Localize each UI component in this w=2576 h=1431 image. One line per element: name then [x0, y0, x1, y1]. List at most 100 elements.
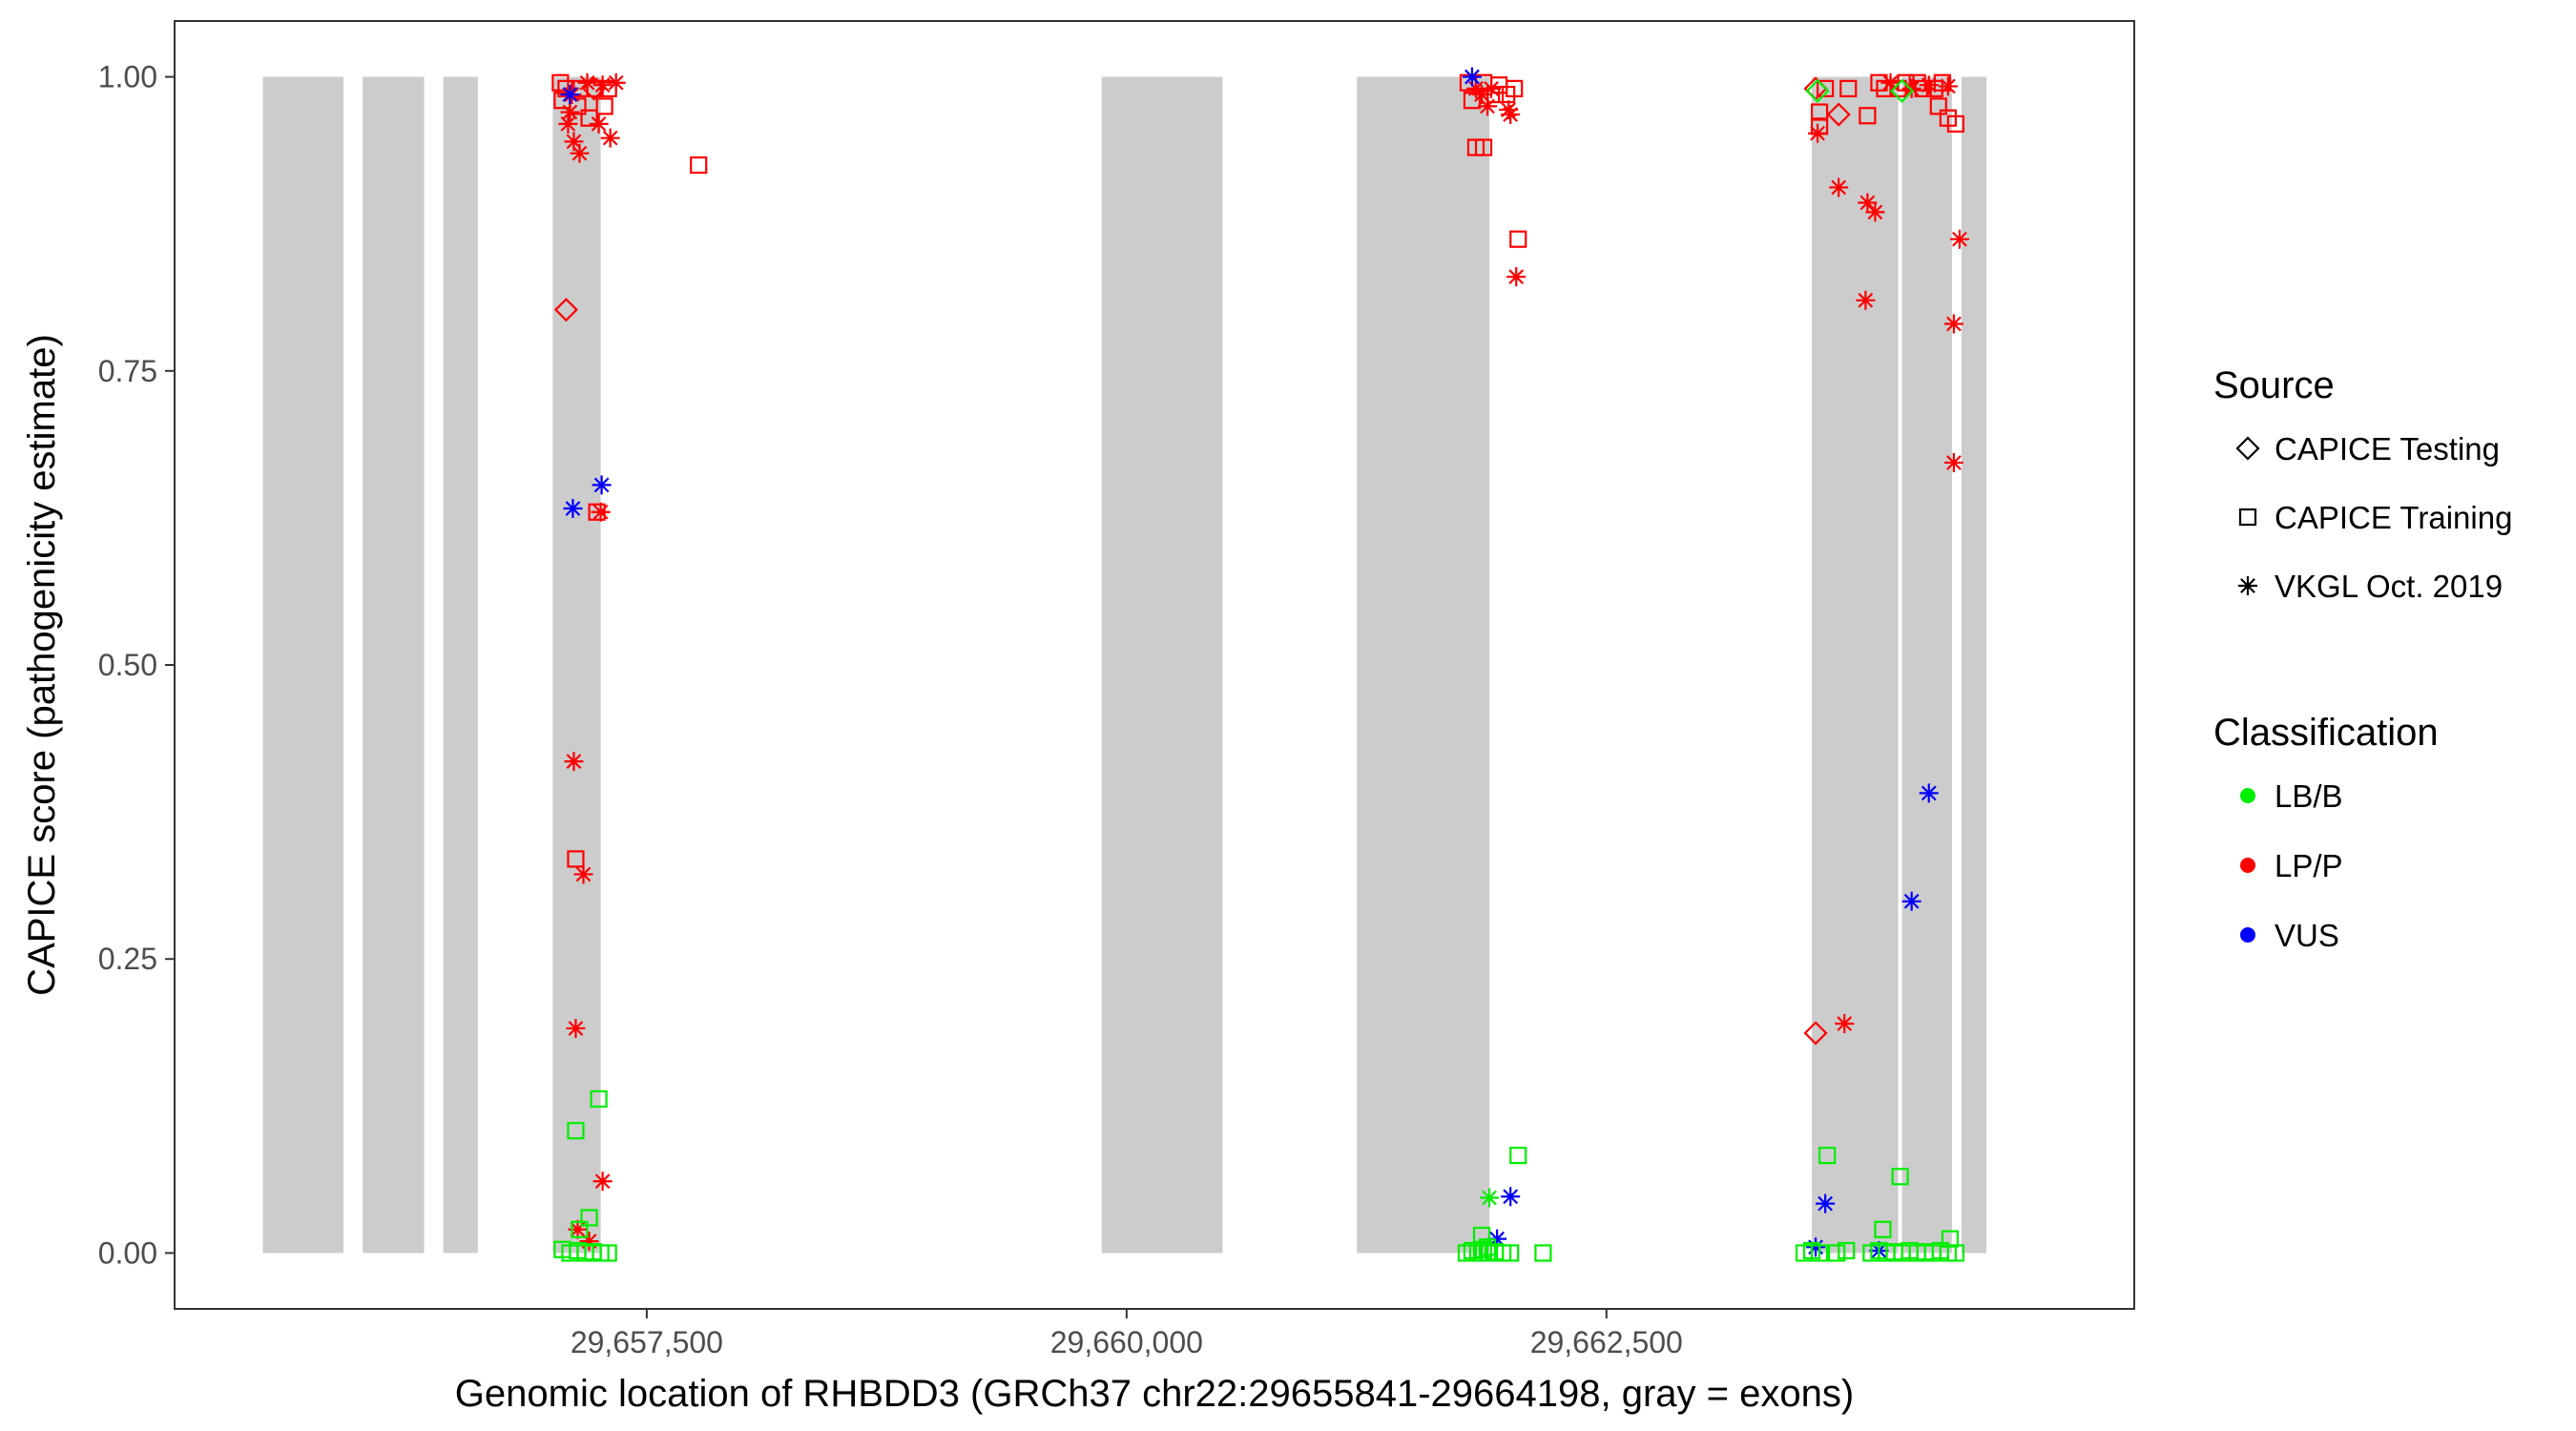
data-point	[1901, 891, 1922, 911]
data-point	[1462, 67, 1482, 87]
legend-title-source: Source	[2213, 364, 2335, 406]
x-axis-title: Genomic location of RHBDD3 (GRCh37 chr22…	[455, 1373, 1854, 1415]
data-point	[589, 114, 609, 134]
data-point	[592, 75, 613, 95]
data-point	[557, 79, 575, 97]
data-point	[563, 499, 583, 519]
data-point	[690, 156, 708, 175]
data-point	[1828, 1244, 1846, 1262]
data-point	[1506, 79, 1524, 97]
legend-key-diamond	[2235, 436, 2260, 461]
data-point	[1534, 1244, 1552, 1262]
legend-label: LP/P	[2275, 848, 2343, 883]
exon-band	[1812, 76, 1899, 1254]
data-point	[1943, 452, 1963, 472]
data-point	[1891, 1168, 1909, 1186]
data-point	[1474, 138, 1493, 156]
data-point	[1835, 1014, 1855, 1034]
data-point	[1826, 102, 1851, 127]
exon-band	[443, 76, 478, 1254]
data-point	[1946, 114, 1965, 133]
data-point	[1897, 73, 1915, 92]
data-points	[551, 67, 1969, 1262]
data-point	[564, 752, 584, 772]
data-point	[1914, 79, 1932, 97]
data-point	[1874, 1220, 1892, 1238]
legend-key-square	[2238, 508, 2257, 527]
data-point	[1506, 267, 1527, 287]
y-axis-title: CAPICE score (pathogenicity estimate)	[21, 334, 63, 996]
data-point	[1839, 79, 1858, 97]
data-point	[1919, 783, 1939, 803]
data-point	[1938, 76, 1958, 96]
data-point	[560, 85, 580, 105]
y-tick-label: 1.00	[98, 60, 157, 94]
data-point	[1818, 1147, 1837, 1165]
data-point	[569, 97, 587, 115]
data-point	[1501, 105, 1521, 125]
data-point	[1509, 230, 1527, 248]
exon-band	[1901, 76, 1952, 1254]
data-point	[1858, 193, 1878, 213]
data-point	[1472, 1226, 1491, 1245]
data-point	[1838, 1241, 1856, 1260]
legend-key-dot	[2240, 927, 2255, 943]
data-point	[1933, 73, 1951, 92]
data-point	[1463, 92, 1482, 110]
data-point	[1502, 1244, 1520, 1262]
data-point	[567, 1122, 585, 1140]
data-point	[1946, 1244, 1965, 1262]
y-tick-label: 0.00	[98, 1235, 157, 1270]
data-point	[591, 502, 611, 522]
legend-key-asterisk	[2238, 576, 2257, 595]
data-point	[567, 850, 585, 868]
data-point	[1474, 1240, 1493, 1258]
data-point	[1806, 1237, 1826, 1257]
exon-band	[363, 76, 425, 1254]
data-point	[1468, 1244, 1487, 1262]
data-point	[568, 1219, 588, 1239]
data-point	[592, 1172, 613, 1192]
data-point	[1478, 1238, 1497, 1256]
data-point	[564, 132, 584, 152]
x-tick-label: 29,660,000	[1050, 1325, 1203, 1359]
legend-title-classification: Classification	[2213, 712, 2439, 754]
exon-band	[1101, 76, 1223, 1254]
legend-label: CAPICE Testing	[2275, 431, 2500, 467]
data-point	[1509, 1147, 1527, 1165]
y-tick-label: 0.75	[98, 354, 157, 388]
data-point	[1908, 73, 1926, 92]
data-point	[1876, 79, 1894, 97]
data-point	[570, 143, 590, 163]
data-point	[1810, 117, 1829, 135]
data-point	[558, 114, 578, 134]
y-tick-label: 0.50	[98, 648, 157, 682]
legend-label: CAPICE Training	[2275, 500, 2512, 535]
x-tick-label: 29,657,500	[571, 1325, 723, 1359]
legend-label: LB/B	[2275, 778, 2343, 814]
data-point	[600, 128, 620, 148]
x-tick-label: 29,662,500	[1530, 1325, 1683, 1359]
data-point	[1817, 79, 1835, 97]
data-point	[573, 864, 593, 884]
data-point	[1856, 290, 1876, 310]
data-point	[580, 109, 598, 127]
data-point	[1941, 1230, 1959, 1248]
data-point	[571, 1220, 589, 1238]
data-point	[1805, 78, 1830, 103]
data-point	[1890, 78, 1915, 103]
data-point	[1485, 85, 1505, 104]
legend-label: VKGL Oct. 2019	[2275, 569, 2503, 604]
data-point	[606, 73, 626, 93]
exon-band	[1357, 76, 1490, 1254]
exon-bands	[262, 76, 1987, 1254]
data-point	[551, 73, 570, 92]
data-point	[590, 1089, 608, 1109]
data-point	[1810, 1244, 1829, 1262]
data-point	[1480, 1188, 1500, 1208]
data-point	[553, 298, 578, 322]
legend: Source CAPICE Testing CAPICE Training VKGL …	[2213, 364, 2512, 953]
data-point	[1480, 1244, 1499, 1262]
exon-band	[1961, 76, 1987, 1254]
legend-key-dot	[2240, 858, 2255, 873]
